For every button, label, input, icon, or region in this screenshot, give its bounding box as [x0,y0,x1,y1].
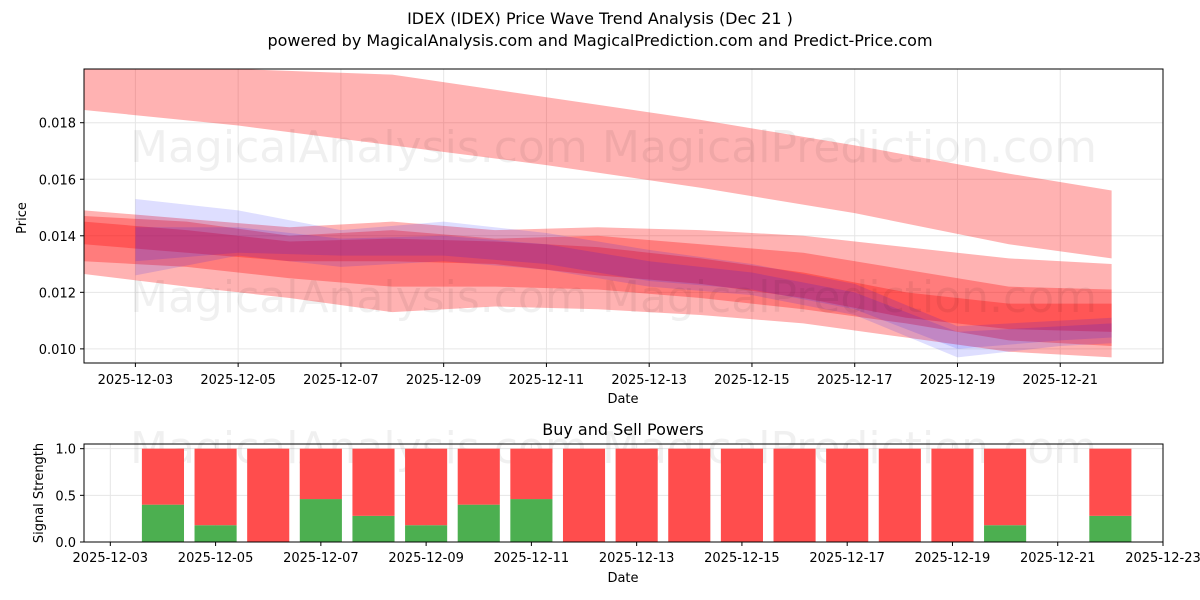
price-ytick-label-0: 0.010 [39,343,76,358]
wave-band-5 [135,227,1112,349]
sell-bar-2025-12-10 [457,448,500,505]
bar-x-axis: 2025-12-03 2025-12-05 2025-12-07 2025-12-09… [73,542,1200,566]
sell-bar-2025-12-15 [720,448,763,542]
sell-bar-2025-12-20 [984,448,1027,526]
bar-xtick-label-8: 2025-12-19 [915,551,991,566]
bar-xtick-label-5: 2025-12-13 [599,551,675,566]
price-ytick-label-2: 0.014 [39,230,76,245]
bar-xtick-label-0: 2025-12-03 [73,551,149,566]
watermark-prediction-2: MagicalPrediction.com [602,272,1097,323]
wave-band-3 [84,221,1112,332]
sell-bar-2025-12-08 [352,448,395,516]
sell-bar-2025-12-14 [668,448,711,542]
price-ytick-label-1: 0.012 [39,286,76,301]
sell-bar-2025-12-04 [141,448,185,505]
buy-sell-bars [141,448,1132,542]
buy-bar-2025-12-05 [194,525,237,542]
watermark-analysis-2: MagicalAnalysis.com [130,272,588,323]
wave-band-4 [135,199,1112,358]
chart-subtitle: powered by MagicalAnalysis.com and Magic… [267,31,933,50]
price-xtick-label-4: 2025-12-11 [509,373,585,388]
watermark-analysis: MagicalAnalysis.com [130,122,588,173]
sell-bar-2025-12-09 [405,448,448,526]
bar-xtick-label-2: 2025-12-07 [283,551,359,566]
bar-chart-title: Buy and Sell Powers [542,420,704,439]
price-xtick-label-9: 2025-12-21 [1022,373,1098,388]
watermark-prediction: MagicalPrediction.com [602,122,1097,173]
sell-bar-2025-12-19 [931,448,974,542]
sell-bar-2025-12-11 [510,448,553,500]
price-xtick-label-0: 2025-12-03 [98,373,174,388]
bar-ytick-label-1: 0.5 [55,489,76,504]
price-xtick-label-5: 2025-12-13 [611,373,687,388]
bar-y-axis: 0.0 0.5 1.0 [55,443,84,551]
sell-bar-2025-12-07 [299,448,342,500]
bar-xtick-label-10: 2025-12-23 [1125,551,1200,566]
sell-bar-2025-12-12 [562,448,606,542]
price-x-axis: 2025-12-03 2025-12-05 2025-12-07 2025-12-09… [98,363,1098,388]
price-plot-frame [83,68,1164,364]
bar-ytick-label-0: 0.0 [55,536,76,551]
price-xtick-label-6: 2025-12-15 [714,373,790,388]
sell-bar-2025-12-16 [773,448,816,542]
bar-xtick-label-6: 2025-12-15 [704,551,780,566]
bar-x-label: Date [607,571,638,586]
bar-xtick-label-7: 2025-12-17 [809,551,885,566]
buy-bar-2025-12-08 [352,515,395,542]
bar-xtick-label-9: 2025-12-21 [1020,551,1096,566]
price-xtick-label-1: 2025-12-05 [200,373,276,388]
price-xtick-label-8: 2025-12-19 [920,373,996,388]
price-grid [84,69,1163,363]
price-xtick-label-2: 2025-12-07 [303,373,379,388]
bar-xtick-label-1: 2025-12-05 [178,551,254,566]
buy-bar-2025-12-20 [984,525,1027,542]
sell-bar-2025-12-13 [615,448,658,542]
price-wave-bands [84,69,1112,358]
bar-xtick-label-4: 2025-12-11 [494,551,570,566]
price-xtick-label-7: 2025-12-17 [817,373,893,388]
buy-bar-2025-12-07 [299,499,342,542]
price-xtick-label-3: 2025-12-09 [406,373,482,388]
chart-title: IDEX (IDEX) Price Wave Trend Analysis (D… [407,9,793,28]
price-y-axis: 0.010 0.012 0.014 0.016 0.018 [39,117,84,358]
sell-bar-2025-12-18 [878,448,921,542]
bar-plot-frame [83,443,1164,543]
bar-y-label: Signal Strength [32,443,47,543]
buy-bar-2025-12-10 [457,504,500,542]
buy-bar-2025-12-11 [510,499,553,542]
buy-bar-2025-12-09 [405,525,448,542]
buy-bar-2025-12-22 [1089,515,1132,542]
wave-band-0 [84,69,1112,259]
bar-ytick-label-2: 1.0 [55,443,76,458]
price-x-label: Date [607,392,638,407]
sell-bar-2025-12-17 [826,448,869,542]
price-ytick-label-4: 0.018 [39,117,76,132]
price-ytick-label-3: 0.016 [39,173,76,188]
wave-band-1 [84,210,1112,358]
buy-bar-2025-12-04 [141,504,185,542]
sell-bar-2025-12-06 [247,448,290,542]
price-y-label: Price [15,202,30,234]
sell-bar-2025-12-22 [1089,448,1132,516]
bar-xtick-label-3: 2025-12-09 [388,551,464,566]
wave-band-2 [84,216,1112,347]
sell-bar-2025-12-05 [194,448,237,526]
